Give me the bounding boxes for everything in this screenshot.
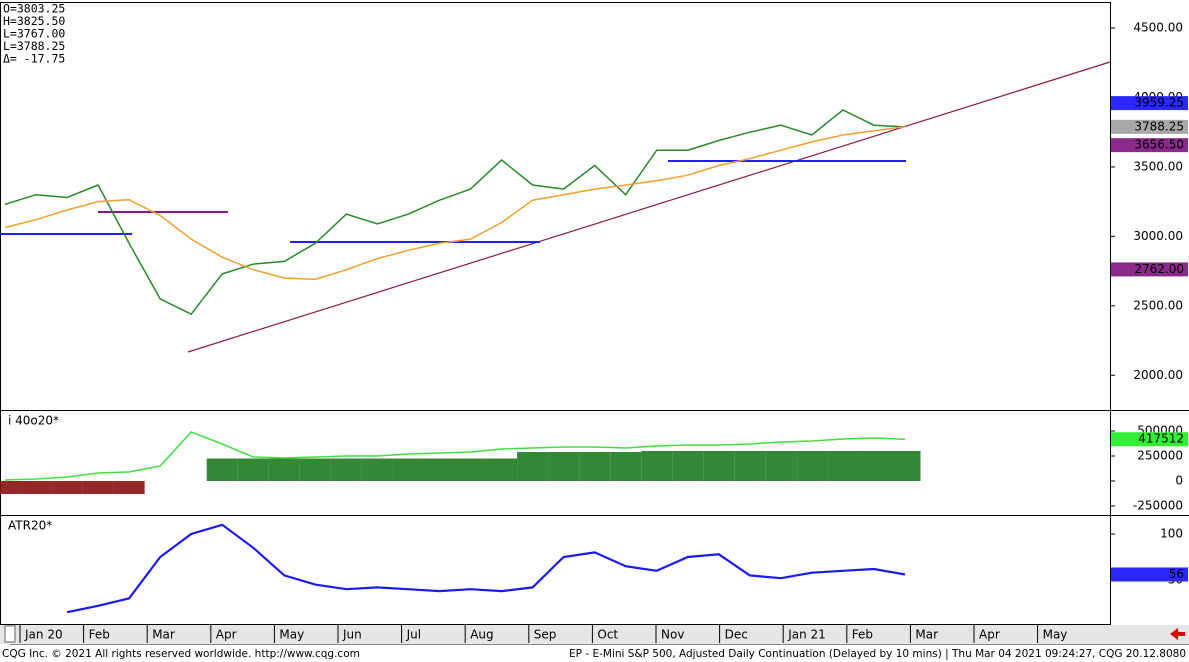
- price-tag-label: 3959.25: [1134, 96, 1184, 110]
- histogram-bar: [299, 458, 331, 481]
- x-tick-label: Jul: [406, 628, 421, 642]
- histogram-bar: [82, 481, 114, 494]
- x-tick-label: Mar: [915, 628, 938, 642]
- price-tag: [1111, 432, 1188, 447]
- x-tick-label: Jun: [342, 628, 362, 642]
- y-tick-label: 2000.00: [1133, 368, 1183, 382]
- histogram-bar: [20, 481, 52, 494]
- histogram-bar: [0, 481, 21, 494]
- footer-left: CQG Inc. © 2021 All rights reserved worl…: [2, 648, 360, 660]
- histogram-bar: [517, 452, 549, 481]
- x-tick-label: Oct: [597, 628, 618, 642]
- series-line: [4, 109, 906, 316]
- x-tick-label: Feb: [89, 628, 110, 642]
- x-tick-label: Sep: [534, 628, 557, 642]
- histogram-bar: [206, 458, 238, 481]
- price-tag: [1111, 119, 1188, 134]
- histogram-bar: [734, 451, 766, 481]
- price-tag-label: 3656.50: [1134, 138, 1184, 152]
- trend-line: [187, 61, 1111, 353]
- x-tick-label: Apr: [216, 628, 237, 642]
- scroll-handle[interactable]: [4, 625, 16, 643]
- y-tick-label: 3000.00: [1133, 229, 1183, 243]
- histogram-bar: [858, 451, 890, 481]
- price-tag: [1111, 567, 1188, 582]
- y-tick-label: -250000: [1133, 499, 1183, 513]
- histogram-bar: [330, 458, 362, 481]
- plot-frame: [0, 2, 1111, 625]
- histogram-bar: [51, 481, 83, 494]
- histogram-bar: [455, 458, 487, 481]
- histogram-bar: [268, 458, 300, 481]
- series-line: [4, 431, 906, 481]
- histogram-bar: [703, 451, 735, 481]
- series-line: [66, 523, 906, 614]
- histogram-bar: [889, 451, 921, 481]
- panel-title: i 40o20*: [8, 414, 59, 428]
- ohlc-info: Δ= -17.75: [3, 52, 65, 66]
- x-tick-label: May: [279, 628, 304, 642]
- y-tick-label: 3500.00: [1133, 159, 1183, 173]
- y-tick-label: 2500.00: [1133, 298, 1183, 312]
- histogram-bar: [765, 451, 797, 481]
- price-tag-label: 3788.25: [1134, 119, 1184, 133]
- ohlc-info: L=3788.25: [3, 39, 65, 53]
- y-tick-label: 100: [1160, 527, 1183, 541]
- series-line: [4, 125, 906, 281]
- panel-title: ATR20*: [8, 519, 52, 533]
- histogram-bar: [672, 451, 704, 481]
- histogram-bar: [486, 458, 518, 481]
- y-tick-label: 250000: [1137, 449, 1183, 463]
- x-tick-label: Dec: [725, 628, 748, 642]
- histogram-bar: [827, 451, 859, 481]
- histogram-bar: [796, 451, 828, 481]
- histogram-bar: [361, 458, 393, 481]
- ohlc-info: L=3767.00: [3, 27, 65, 41]
- histogram-bar: [113, 481, 145, 494]
- x-tick-label: Jan 20: [24, 628, 63, 642]
- price-tag: [1111, 138, 1188, 153]
- x-tick-label: Apr: [979, 628, 1000, 642]
- y-tick-label: 0: [1175, 474, 1183, 488]
- x-axis-strip: [0, 625, 1189, 644]
- x-tick-label: May: [1043, 628, 1068, 642]
- x-tick-label: Nov: [661, 628, 684, 642]
- histogram-bar: [237, 458, 269, 481]
- histogram-bar: [392, 458, 424, 481]
- histogram-bar: [423, 458, 455, 481]
- footer-right: EP - E-Mini S&P 500, Adjusted Daily Cont…: [569, 648, 1186, 660]
- histogram-bar: [548, 452, 580, 481]
- x-tick-label: Mar: [152, 628, 175, 642]
- histogram-bar: [579, 452, 611, 481]
- x-tick-label: Jan 21: [787, 628, 826, 642]
- price-tag: [1111, 96, 1188, 111]
- price-tag-label: 417512: [1138, 432, 1184, 446]
- ohlc-info: O=3803.25: [3, 2, 65, 16]
- histogram-bar: [610, 452, 642, 481]
- ohlc-info: H=3825.50: [3, 14, 65, 28]
- price-tag: [1111, 262, 1188, 277]
- scroll-arrow[interactable]: [1170, 628, 1185, 640]
- price-tag-label: 56: [1169, 567, 1184, 581]
- y-tick-label: 4500.00: [1133, 21, 1183, 35]
- x-tick-label: Aug: [470, 628, 493, 642]
- price-tag-label: 2762.00: [1134, 262, 1184, 276]
- x-tick-label: Feb: [852, 628, 873, 642]
- histogram-bar: [641, 451, 673, 481]
